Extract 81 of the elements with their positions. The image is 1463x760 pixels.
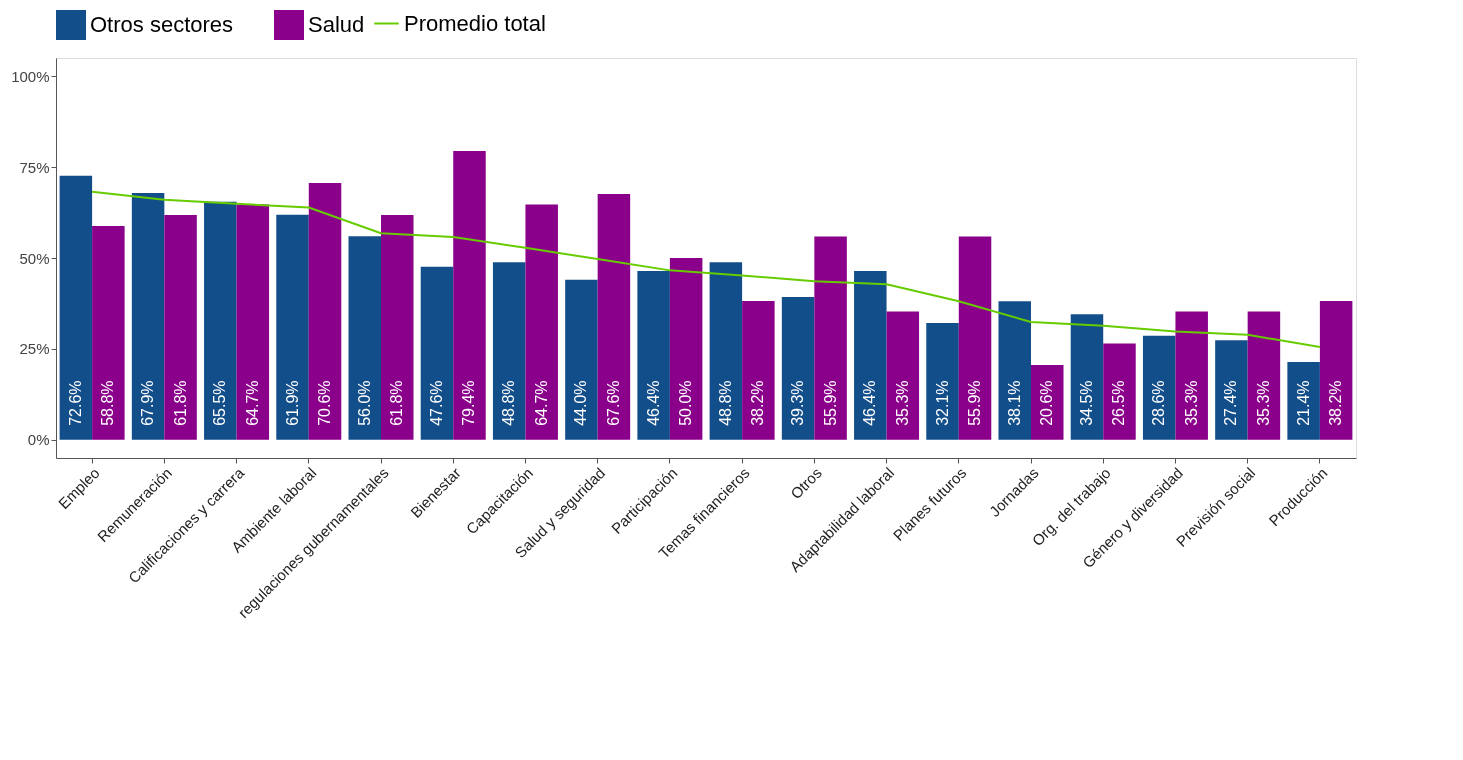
legend-label: Salud — [308, 12, 365, 37]
data-label: 38.2% — [749, 380, 767, 426]
bar — [669, 258, 703, 440]
data-label: 21.4% — [1294, 380, 1312, 426]
bar — [1287, 362, 1320, 440]
data-label: 61.8% — [388, 380, 406, 426]
legend-label: Otros sectores — [90, 12, 234, 37]
legend-label: Promedio total — [404, 10, 546, 36]
data-label: 64.7% — [532, 380, 550, 426]
data-label: 67.6% — [604, 380, 622, 426]
data-label: 70.6% — [316, 380, 334, 426]
bar — [1247, 311, 1281, 440]
bar — [308, 183, 342, 440]
data-label: 48.8% — [500, 380, 518, 426]
bar — [164, 215, 197, 440]
bar — [998, 301, 1031, 440]
y-tick-label: 25% — [19, 340, 50, 358]
data-label: 61.8% — [171, 380, 189, 426]
data-label: 65.5% — [211, 380, 229, 426]
bar — [709, 262, 743, 440]
data-label: 35.3% — [1182, 380, 1200, 426]
data-label: 67.9% — [139, 380, 157, 426]
y-tick-label: 0% — [27, 431, 50, 449]
data-label: 39.3% — [789, 380, 807, 426]
bar — [276, 214, 309, 440]
data-label: 47.6% — [427, 380, 445, 426]
data-label: 79.4% — [460, 380, 478, 426]
bar — [565, 279, 598, 440]
bar — [381, 215, 414, 440]
bar — [236, 204, 270, 440]
bar — [1215, 340, 1248, 440]
data-label: 38.2% — [1327, 380, 1345, 426]
bar — [525, 204, 558, 440]
data-label: 72.6% — [66, 380, 84, 426]
bar — [348, 236, 381, 440]
y-tick-label: 50% — [19, 249, 50, 267]
data-label: 28.6% — [1150, 380, 1168, 426]
bar — [492, 262, 526, 440]
bar — [814, 236, 847, 440]
data-label: 35.3% — [893, 380, 911, 426]
data-label: 55.9% — [821, 380, 839, 426]
bar — [1103, 343, 1136, 440]
data-label: 38.1% — [1005, 380, 1023, 426]
bar — [92, 226, 125, 440]
data-label: 46.4% — [644, 380, 662, 426]
y-tick-label: 75% — [19, 158, 50, 176]
bar — [59, 175, 93, 440]
data-label: 55.9% — [966, 380, 984, 426]
bar — [1031, 364, 1064, 440]
data-label: 50.0% — [677, 380, 695, 426]
data-label: 46.4% — [861, 380, 879, 426]
bar — [781, 296, 815, 440]
bar — [131, 192, 165, 440]
bar — [1319, 300, 1353, 440]
data-label: 48.8% — [716, 380, 734, 426]
data-label: 64.7% — [243, 380, 261, 426]
data-label: 26.5% — [1110, 380, 1128, 426]
data-label: 44.0% — [572, 380, 590, 426]
data-label: 27.4% — [1222, 380, 1240, 426]
bar — [204, 201, 237, 440]
bar — [637, 271, 670, 440]
data-label: 20.6% — [1038, 380, 1056, 426]
bar — [958, 236, 992, 440]
bar — [1175, 311, 1208, 440]
bar — [742, 300, 775, 440]
bar — [854, 271, 887, 440]
bar — [886, 311, 920, 440]
bar — [420, 266, 454, 440]
bar — [1070, 314, 1104, 440]
y-tick-label: 100% — [11, 67, 50, 85]
bar — [597, 194, 631, 440]
data-label: 61.9% — [283, 380, 301, 426]
line-series — [91, 190, 1321, 349]
data-label: 32.1% — [933, 380, 951, 426]
data-label: 35.3% — [1254, 380, 1272, 426]
data-label: 58.8% — [99, 380, 117, 426]
data-label: 56.0% — [355, 380, 373, 426]
bar — [1142, 335, 1176, 440]
bar — [926, 323, 959, 440]
data-label: 34.5% — [1077, 380, 1095, 426]
bar — [453, 151, 486, 440]
